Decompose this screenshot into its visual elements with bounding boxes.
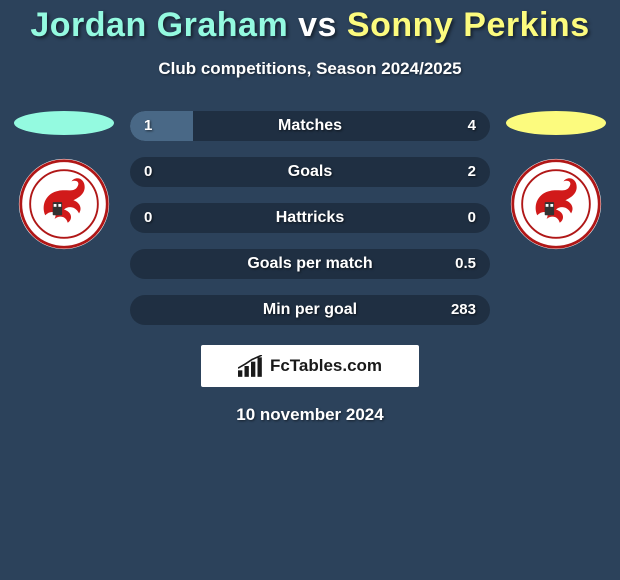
stat-right-value: 0.5: [455, 249, 476, 279]
player2-name: Sonny Perkins: [347, 6, 590, 44]
stat-row: 0Hattricks0: [130, 203, 490, 233]
stat-label: Matches: [130, 111, 490, 141]
brand-text: FcTables.com: [270, 356, 382, 376]
comparison-title: Jordan Graham vs Sonny Perkins: [0, 0, 620, 45]
right-side: [500, 111, 612, 251]
bars-icon: [238, 355, 264, 377]
stat-label: Goals per match: [130, 249, 490, 279]
left-side: [8, 111, 120, 251]
brand-badge: FcTables.com: [201, 345, 419, 387]
stat-label: Hattricks: [130, 203, 490, 233]
stat-row: Min per goal283: [130, 295, 490, 325]
player2-crest: [509, 157, 603, 251]
stat-label: Goals: [130, 157, 490, 187]
player1-crest: [17, 157, 111, 251]
date-text: 10 november 2024: [0, 405, 620, 425]
stat-right-value: 0: [468, 203, 476, 233]
stat-row: Goals per match0.5: [130, 249, 490, 279]
stat-right-value: 283: [451, 295, 476, 325]
player1-name: Jordan Graham: [30, 6, 288, 44]
content-area: 1Matches40Goals20Hattricks0Goals per mat…: [0, 111, 620, 341]
stat-right-value: 2: [468, 157, 476, 187]
stat-label: Min per goal: [130, 295, 490, 325]
stat-row: 0Goals2: [130, 157, 490, 187]
stat-row: 1Matches4: [130, 111, 490, 141]
stat-right-value: 4: [468, 111, 476, 141]
player1-ellipse: [14, 111, 114, 135]
stat-bars: 1Matches40Goals20Hattricks0Goals per mat…: [120, 111, 500, 341]
subtitle: Club competitions, Season 2024/2025: [0, 59, 620, 79]
player2-ellipse: [506, 111, 606, 135]
vs-text: vs: [298, 6, 337, 44]
